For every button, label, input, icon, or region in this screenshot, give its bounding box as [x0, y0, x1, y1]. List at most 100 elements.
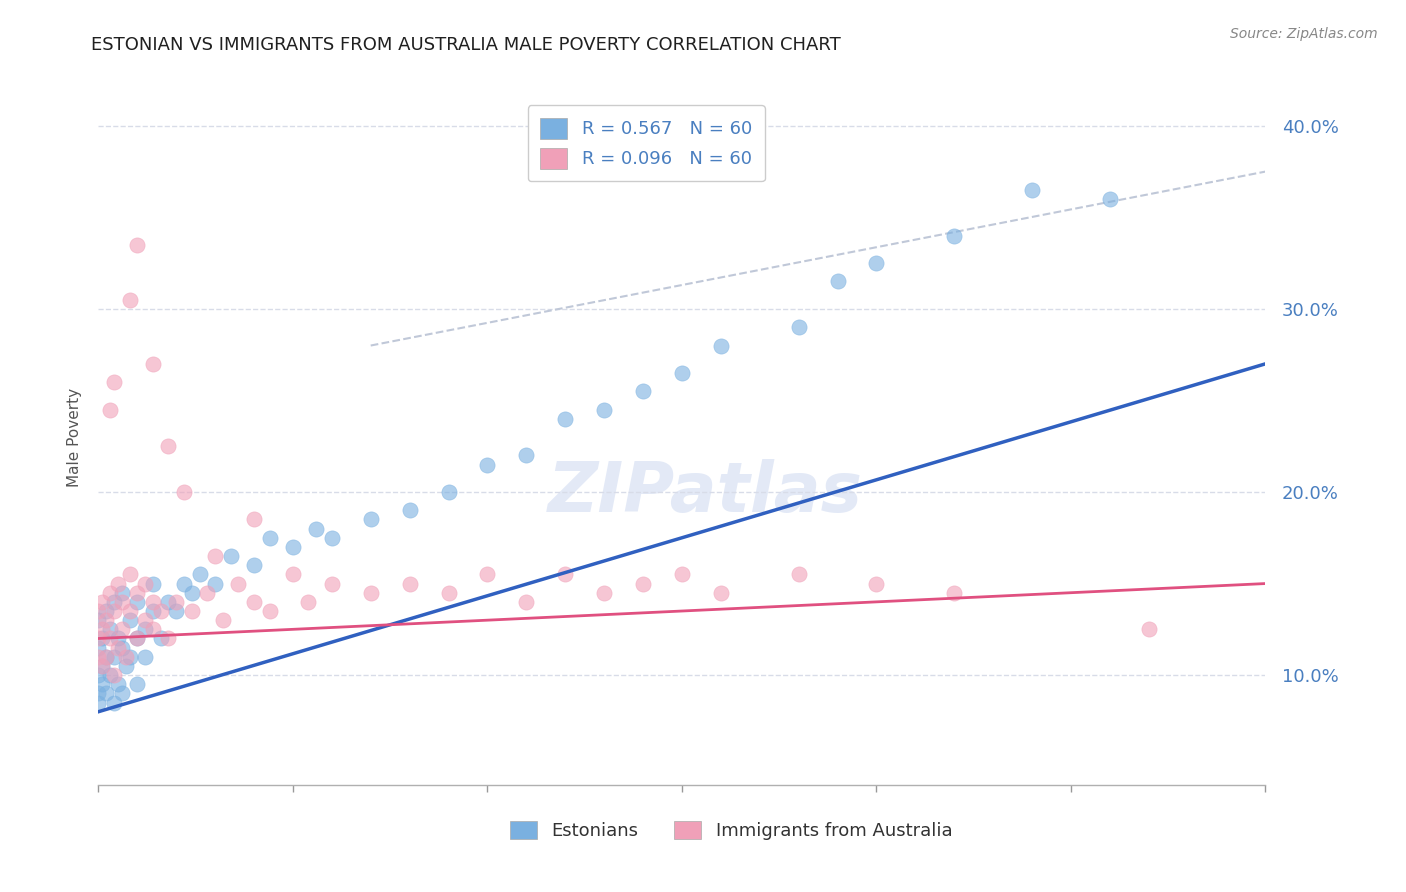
Point: [103, 696, 125, 710]
Point: [142, 595, 165, 609]
Point: [91, 595, 114, 609]
Point: [91, 659, 114, 673]
Point: [111, 640, 134, 655]
Point: [554, 567, 576, 582]
Point: [204, 549, 226, 563]
Point: [477, 567, 499, 582]
Point: [195, 585, 218, 599]
Point: [281, 567, 304, 582]
Point: [127, 237, 149, 252]
Point: [1021, 183, 1043, 197]
Point: [437, 585, 460, 599]
Point: [259, 531, 281, 545]
Point: [1098, 192, 1121, 206]
Point: [87, 604, 110, 618]
Point: [710, 338, 733, 352]
Point: [87, 632, 110, 646]
Y-axis label: Male Poverty: Male Poverty: [66, 387, 82, 487]
Point: [865, 256, 887, 270]
Point: [631, 384, 654, 399]
Point: [114, 659, 136, 673]
Legend: R = 0.567   N = 60, R = 0.096   N = 60: R = 0.567 N = 60, R = 0.096 N = 60: [527, 105, 765, 181]
Point: [107, 632, 129, 646]
Point: [787, 320, 810, 334]
Point: [243, 512, 266, 526]
Point: [243, 558, 266, 573]
Point: [593, 402, 616, 417]
Point: [111, 585, 134, 599]
Point: [204, 576, 226, 591]
Point: [91, 632, 114, 646]
Point: [305, 522, 328, 536]
Point: [149, 632, 172, 646]
Point: [142, 623, 165, 637]
Point: [180, 585, 202, 599]
Point: [165, 604, 187, 618]
Point: [515, 595, 537, 609]
Point: [98, 668, 121, 682]
Point: [91, 677, 114, 691]
Point: [593, 585, 616, 599]
Point: [865, 576, 887, 591]
Point: [127, 595, 149, 609]
Point: [157, 632, 180, 646]
Point: [118, 293, 141, 307]
Point: [398, 576, 420, 591]
Point: [134, 613, 156, 627]
Point: [118, 613, 141, 627]
Point: [671, 567, 693, 582]
Point: [111, 623, 134, 637]
Point: [87, 613, 110, 627]
Point: [188, 567, 211, 582]
Point: [91, 659, 114, 673]
Point: [134, 649, 156, 664]
Point: [127, 677, 149, 691]
Text: Source: ZipAtlas.com: Source: ZipAtlas.com: [1230, 27, 1378, 41]
Point: [398, 503, 420, 517]
Point: [96, 604, 118, 618]
Point: [1137, 623, 1160, 637]
Point: [157, 595, 180, 609]
Point: [165, 595, 187, 609]
Point: [96, 649, 118, 664]
Point: [114, 649, 136, 664]
Point: [827, 275, 849, 289]
Point: [127, 632, 149, 646]
Point: [259, 604, 281, 618]
Point: [87, 686, 110, 700]
Point: [103, 649, 125, 664]
Point: [710, 585, 733, 599]
Point: [96, 649, 118, 664]
Point: [671, 366, 693, 380]
Point: [103, 595, 125, 609]
Point: [173, 576, 195, 591]
Point: [98, 402, 121, 417]
Point: [180, 604, 202, 618]
Point: [111, 595, 134, 609]
Point: [142, 357, 165, 371]
Point: [91, 623, 114, 637]
Point: [173, 485, 195, 500]
Point: [118, 604, 141, 618]
Point: [787, 567, 810, 582]
Point: [87, 649, 110, 664]
Point: [515, 449, 537, 463]
Point: [87, 640, 110, 655]
Legend: Estonians, Immigrants from Australia: Estonians, Immigrants from Australia: [502, 814, 960, 847]
Point: [554, 411, 576, 425]
Point: [281, 540, 304, 554]
Point: [149, 604, 172, 618]
Point: [321, 576, 343, 591]
Point: [98, 632, 121, 646]
Point: [212, 613, 235, 627]
Point: [98, 585, 121, 599]
Point: [111, 686, 134, 700]
Point: [107, 640, 129, 655]
Point: [118, 567, 141, 582]
Point: [96, 686, 118, 700]
Point: [477, 458, 499, 472]
Point: [943, 585, 966, 599]
Point: [631, 576, 654, 591]
Point: [103, 604, 125, 618]
Point: [228, 576, 250, 591]
